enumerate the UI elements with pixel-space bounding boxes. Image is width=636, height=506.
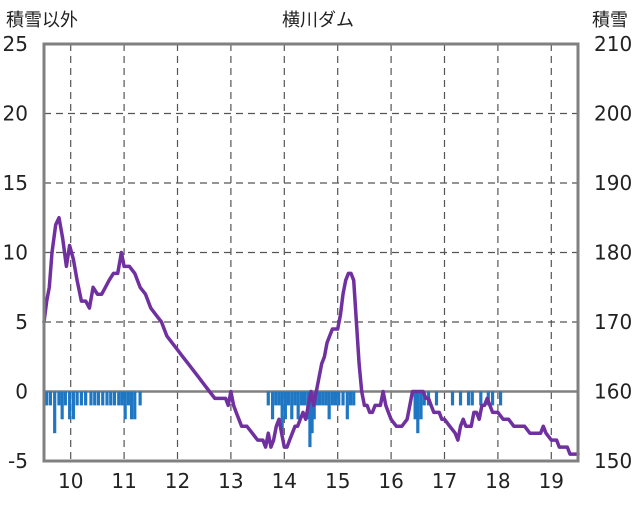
y-right-tick-label: 200 bbox=[594, 102, 632, 126]
bar bbox=[434, 391, 439, 406]
bar bbox=[321, 391, 325, 406]
bar bbox=[280, 391, 284, 434]
bar bbox=[337, 391, 341, 406]
bar bbox=[75, 391, 79, 406]
y-right-tick-label: 210 bbox=[594, 32, 632, 56]
bar bbox=[63, 391, 67, 406]
bar bbox=[68, 391, 72, 420]
left-axis-label: 積雪以外 bbox=[6, 10, 78, 31]
bar bbox=[112, 391, 117, 406]
bar bbox=[352, 391, 356, 406]
bar bbox=[277, 391, 281, 406]
y-left-tick-label: 25 bbox=[3, 32, 28, 56]
tick-labels: -5 0 5 10 15 20 25 150 160 170 180 190 200 210 10 11 12 1… bbox=[3, 32, 633, 493]
y-right-tick-label: 170 bbox=[594, 310, 632, 334]
plot-border bbox=[42, 42, 580, 463]
y-left-tick-label: 10 bbox=[3, 241, 28, 265]
bar bbox=[345, 391, 349, 420]
bar bbox=[117, 391, 121, 406]
series-line bbox=[42, 215, 580, 456]
bar bbox=[324, 391, 328, 406]
x-tick-label: 13 bbox=[218, 469, 243, 493]
y-right-tick-label: 190 bbox=[594, 171, 632, 195]
bar bbox=[129, 391, 134, 420]
x-tick-label: 15 bbox=[325, 469, 350, 493]
bar bbox=[299, 391, 303, 406]
bar bbox=[286, 391, 291, 406]
bar bbox=[93, 391, 97, 406]
bar bbox=[101, 391, 105, 406]
snow-depth-line bbox=[42, 215, 580, 456]
bar bbox=[105, 391, 109, 406]
bar bbox=[450, 391, 455, 406]
bar bbox=[479, 391, 483, 406]
bar bbox=[348, 391, 353, 406]
y-left-tick-label: 15 bbox=[3, 171, 28, 195]
y-right-tick-label: 160 bbox=[594, 380, 632, 404]
bar bbox=[490, 391, 495, 406]
bar bbox=[266, 391, 270, 406]
y-right-tick-label: 180 bbox=[594, 241, 632, 265]
y-left-tick-label: -5 bbox=[8, 449, 28, 473]
bar bbox=[109, 391, 113, 406]
right-axis-label: 積雪 bbox=[592, 10, 628, 31]
y-left-tick-label: 5 bbox=[15, 310, 28, 334]
bar bbox=[270, 391, 275, 420]
bar bbox=[317, 391, 322, 406]
bar bbox=[48, 391, 53, 406]
x-tick-label: 18 bbox=[485, 469, 510, 493]
bar bbox=[79, 391, 83, 406]
bar bbox=[293, 391, 297, 406]
bar bbox=[419, 391, 423, 420]
bar bbox=[60, 391, 64, 420]
x-tick-label: 10 bbox=[58, 469, 83, 493]
bar bbox=[330, 391, 334, 406]
bar bbox=[333, 391, 338, 406]
y-left-tick-label: 0 bbox=[15, 380, 28, 404]
bar bbox=[71, 391, 75, 420]
bar bbox=[84, 391, 88, 406]
x-tick-label: 19 bbox=[539, 469, 564, 493]
bar bbox=[89, 391, 93, 406]
bar bbox=[53, 391, 57, 434]
bar bbox=[498, 391, 503, 406]
y-left-tick-label: 20 bbox=[3, 102, 28, 126]
bar bbox=[327, 391, 331, 420]
bar bbox=[458, 391, 463, 406]
x-tick-label: 11 bbox=[111, 469, 136, 493]
bar bbox=[123, 391, 127, 420]
bar bbox=[302, 391, 307, 406]
bar bbox=[290, 391, 294, 420]
bar bbox=[133, 391, 137, 420]
bar bbox=[341, 391, 345, 406]
bar bbox=[413, 391, 417, 420]
bar bbox=[470, 391, 474, 406]
x-tick-label: 16 bbox=[378, 469, 403, 493]
x-tick-label: 17 bbox=[432, 469, 457, 493]
bar bbox=[283, 391, 287, 420]
bar bbox=[120, 391, 124, 406]
bar bbox=[126, 391, 130, 406]
bar bbox=[45, 391, 49, 406]
bar bbox=[416, 391, 420, 434]
bar bbox=[138, 391, 142, 406]
bar bbox=[296, 391, 300, 420]
x-tick-label: 14 bbox=[272, 469, 297, 493]
bar bbox=[274, 391, 278, 406]
chart-title: 横川ダム bbox=[282, 10, 354, 31]
bar bbox=[466, 391, 471, 406]
bar bbox=[57, 391, 61, 406]
x-tick-label: 12 bbox=[165, 469, 190, 493]
bar bbox=[308, 391, 312, 448]
y-right-tick-label: 150 bbox=[594, 449, 632, 473]
bar bbox=[96, 391, 101, 406]
bar bbox=[310, 391, 314, 434]
